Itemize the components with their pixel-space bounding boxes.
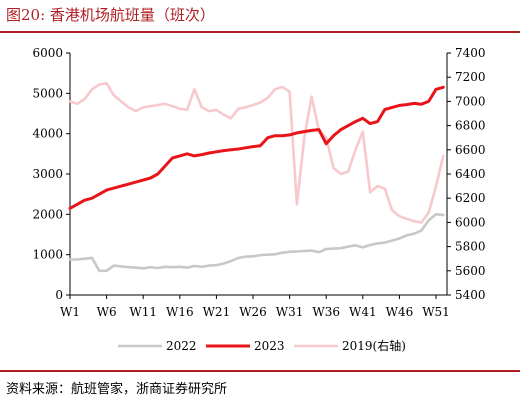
x-tick-label: W51 (422, 305, 450, 319)
left-tick-label: 2000 (32, 207, 63, 221)
right-tick-label: 7400 (455, 46, 486, 60)
legend: 2022 2023 2019(右轴) (118, 338, 406, 353)
x-tick-label: W41 (349, 305, 377, 319)
series-layer (68, 81, 445, 273)
right-tick-label: 5400 (455, 288, 486, 302)
legend-label: 2023 (254, 339, 285, 353)
right-tick-label: 6400 (455, 167, 486, 181)
left-tick-label: 6000 (32, 46, 63, 60)
right-tick-label: 6200 (455, 191, 486, 205)
chart-title: 图20: 香港机场航班量（班次） (6, 6, 215, 24)
legend-label: 2019(右轴) (342, 338, 406, 353)
bottom-rule (0, 370, 520, 372)
x-tick-label: W26 (239, 305, 267, 319)
flight-volume-chart: 0 1000 2000 3000 4000 5000 6000 5400 5600 5800 600… (32, 46, 485, 353)
x-tick-label: W16 (166, 305, 194, 319)
right-tick-label: 7200 (455, 70, 486, 84)
chart-axes: 0 1000 2000 3000 4000 5000 6000 5400 5600 5800 600… (32, 46, 485, 319)
right-tick-label: 7000 (455, 94, 486, 108)
series-line-2019 (68, 81, 445, 224)
x-tick-label: W11 (129, 305, 157, 319)
x-tick-label: W6 (97, 305, 117, 319)
left-tick-label: 5000 (32, 86, 63, 100)
right-tick-label: 6600 (455, 143, 486, 157)
right-tick-label: 5800 (455, 240, 486, 254)
legend-label: 2022 (166, 339, 197, 353)
right-tick-label: 5600 (455, 264, 486, 278)
left-tick-label: 4000 (32, 127, 63, 141)
title-rule (0, 31, 520, 33)
right-tick-label: 6800 (455, 119, 486, 133)
x-tick-label: W31 (276, 305, 304, 319)
left-tick-label: 0 (55, 288, 63, 302)
left-tick-label: 1000 (32, 248, 63, 262)
series-line-2022 (68, 213, 445, 273)
x-tick-label: W21 (203, 305, 231, 319)
right-tick-label: 6000 (455, 215, 486, 229)
x-tick-label: W1 (60, 305, 80, 319)
series-line-2023 (68, 85, 445, 210)
x-tick-label: W46 (386, 305, 414, 319)
left-tick-label: 3000 (32, 167, 63, 181)
title-bar: 图20: 香港机场航班量（班次） (0, 0, 520, 30)
x-tick-label: W36 (312, 305, 340, 319)
source-note: 资料来源：航班管家，浙商证券研究所 (6, 382, 228, 397)
